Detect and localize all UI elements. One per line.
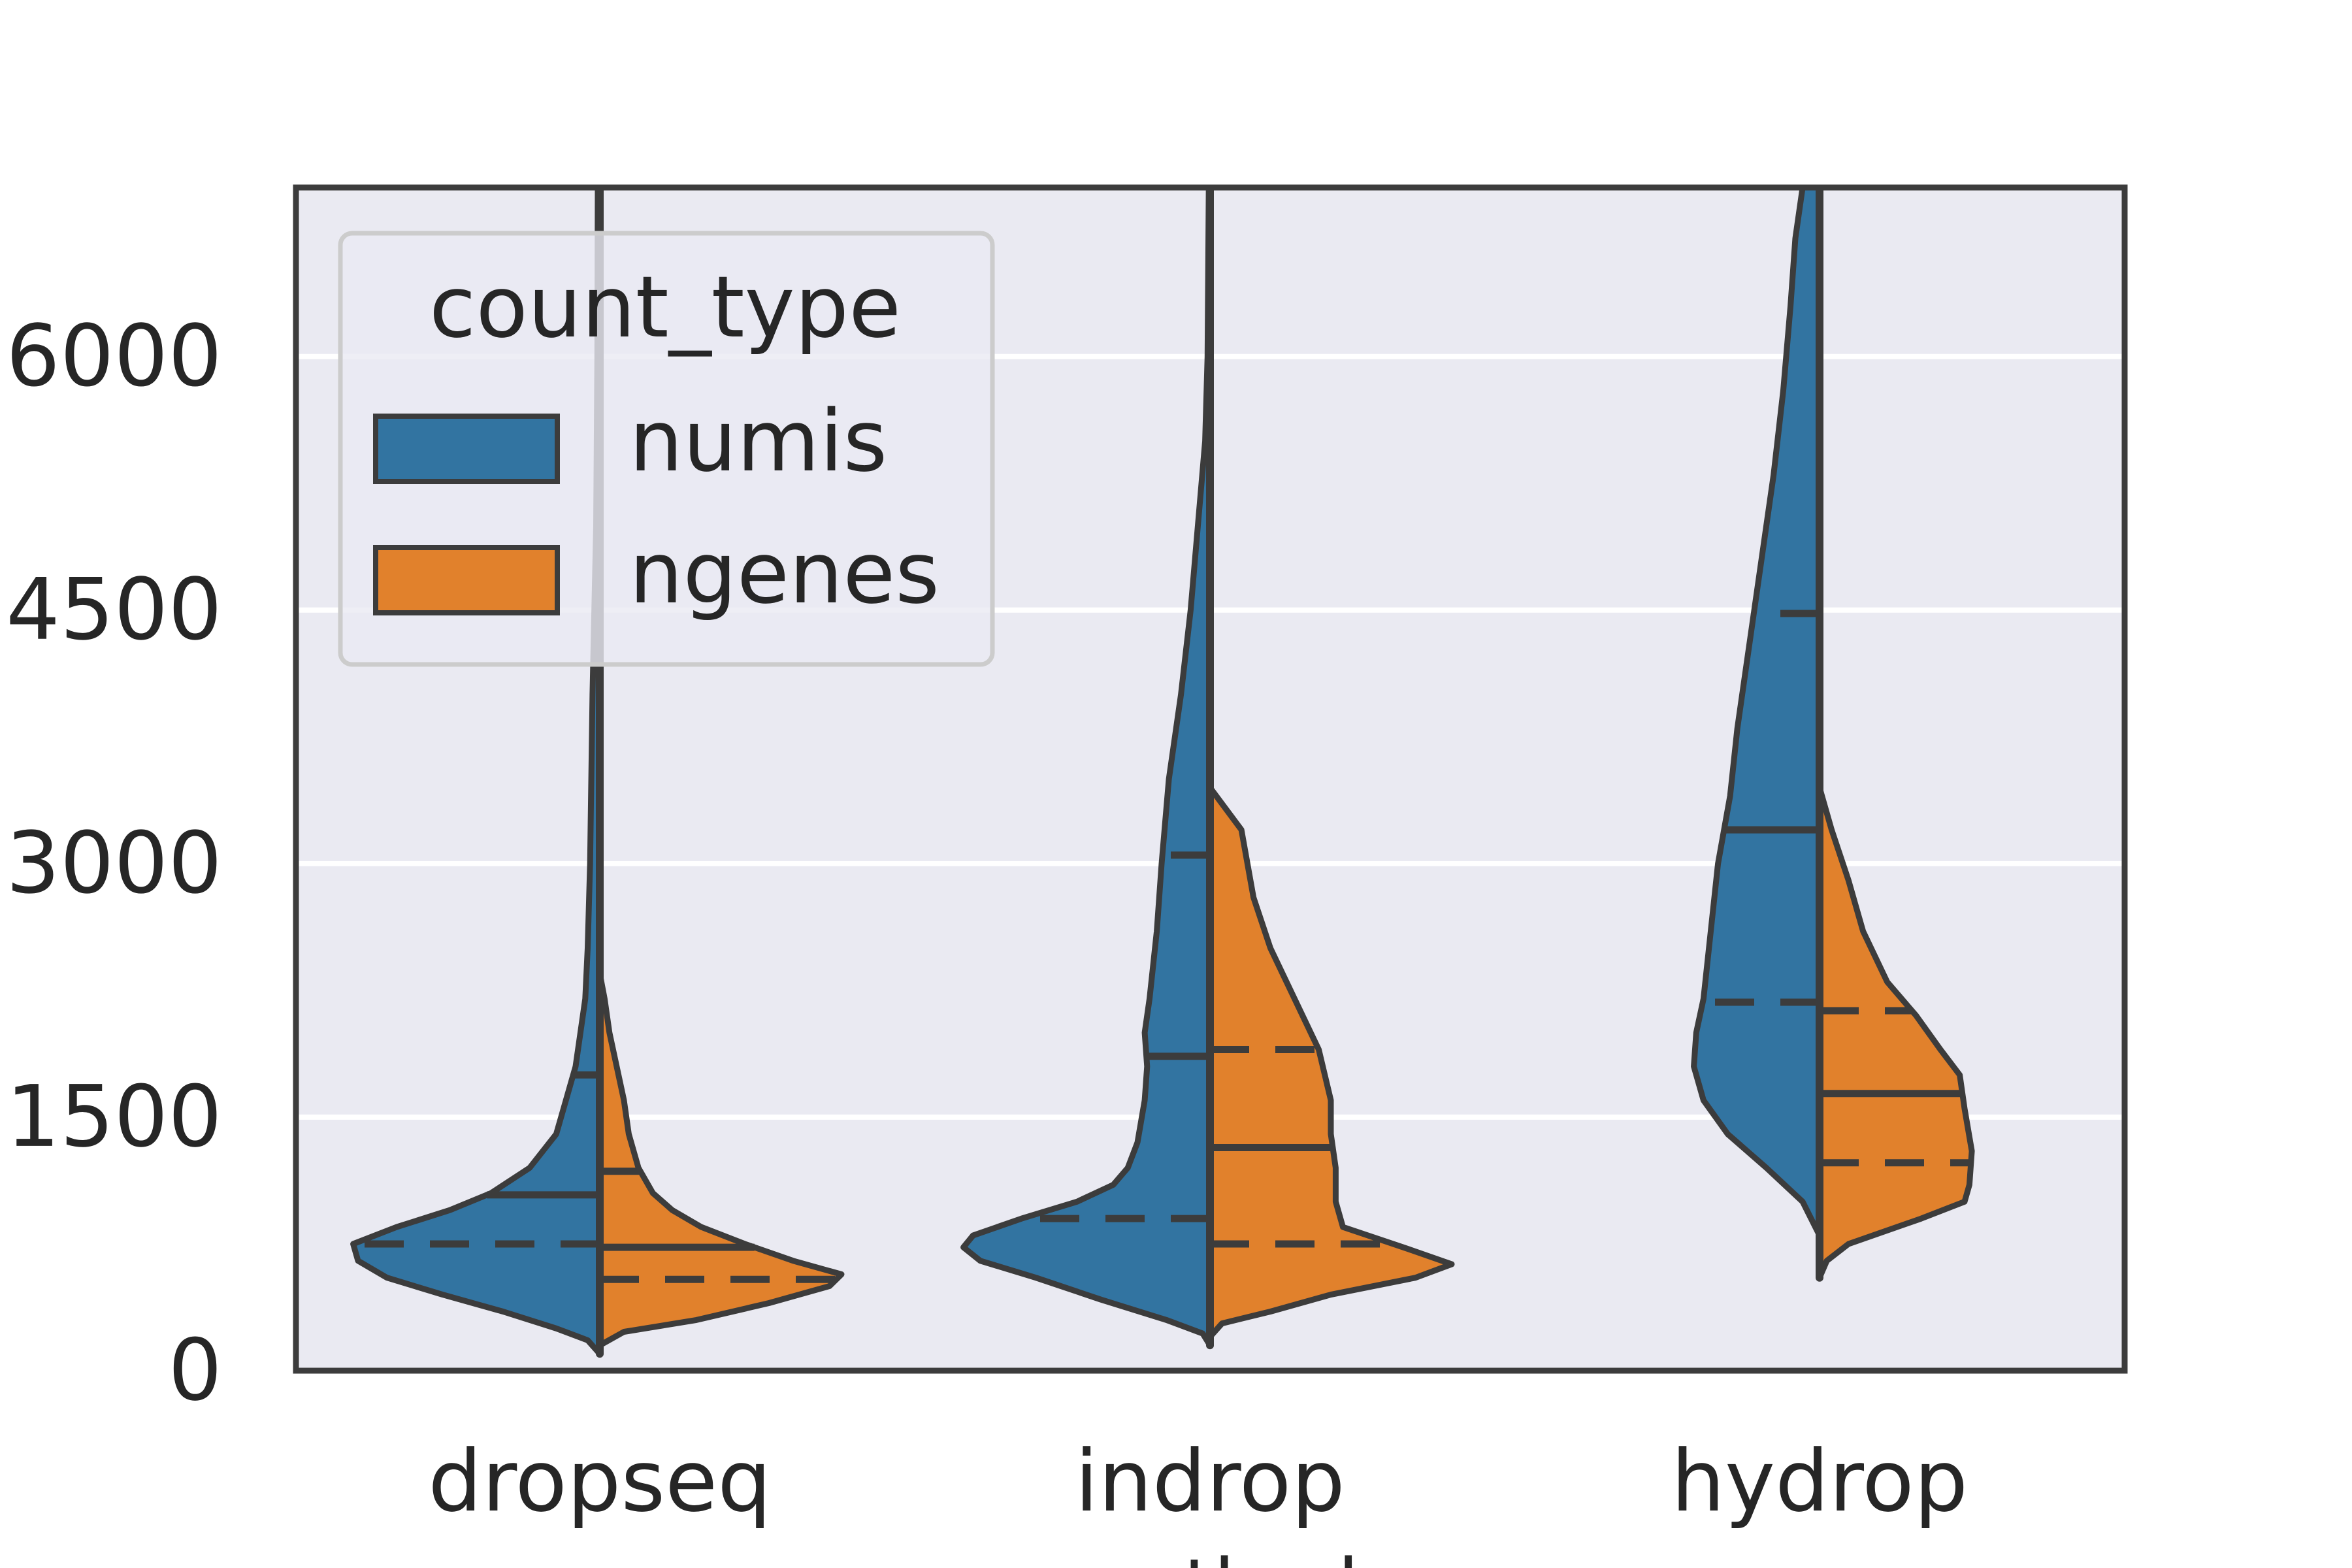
legend: count_type numis ngenes (338, 231, 995, 667)
y-tick-label: 4500 (6, 560, 222, 659)
x-tick-label-hydrop: hydrop (1671, 1431, 1968, 1531)
y-tick-label: 6000 (6, 306, 222, 406)
y-tick-label: 3000 (6, 813, 222, 913)
violin-hydrop-numis (1691, 188, 1823, 1239)
violin-dropseq-ngenes (596, 970, 845, 1348)
violin-bodies (350, 188, 1975, 1358)
legend-label-numis: numis (629, 391, 887, 491)
legend-title: count_type (429, 257, 901, 357)
y-tick-label: 0 (168, 1320, 222, 1420)
y-tick-label: 1500 (6, 1067, 222, 1166)
y-tick-labels: 0 1500 3000 4500 6000 (6, 306, 222, 1420)
legend-swatch-ngenes (373, 545, 560, 615)
x-tick-labels: dropseq indrop hydrop (428, 1431, 1968, 1531)
legend-swatch-numis (373, 414, 560, 484)
legend-label-ngenes: ngenes (629, 523, 939, 623)
x-tick-label-indrop: indrop (1075, 1431, 1345, 1531)
violin-indrop-ngenes (1207, 784, 1455, 1340)
violin-hydrop-ngenes (1816, 784, 1975, 1281)
plot-frame (293, 184, 2128, 1374)
x-tick-label-dropseq: dropseq (428, 1431, 771, 1531)
x-axis-label: method (1061, 1542, 1359, 1568)
